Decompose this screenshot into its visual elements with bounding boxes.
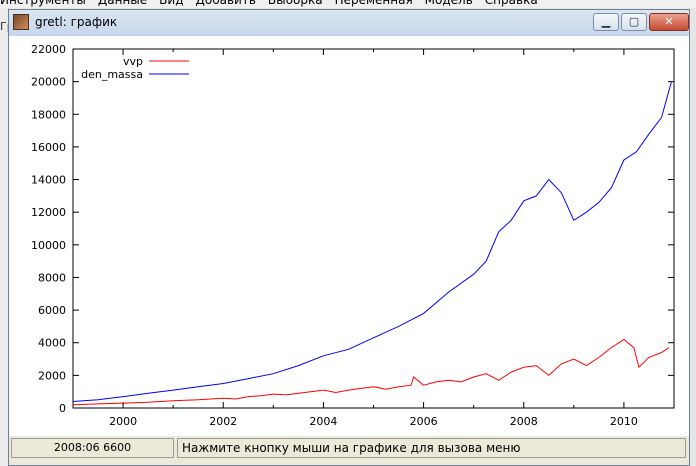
series-line-vvp[interactable] <box>72 338 670 406</box>
x-tick-label: 2008 <box>510 415 538 428</box>
maximize-icon: ▢ <box>628 15 640 28</box>
parent-menu-item[interactable]: Модель <box>424 0 473 7</box>
gretl-icon <box>13 14 29 30</box>
parent-menu-item[interactable]: Инструменты <box>0 0 86 7</box>
y-tick-label: 6000 <box>38 304 66 317</box>
x-tick-label: 2000 <box>109 415 137 428</box>
maximize-button[interactable]: ▢ <box>621 13 647 31</box>
x-tick-label: 2006 <box>410 415 438 428</box>
parent-menu-item[interactable]: Справка <box>484 0 538 7</box>
close-icon: ✕ <box>664 15 674 28</box>
minimize-button[interactable]: ▁ <box>593 13 619 31</box>
parent-window-edge-right <box>690 8 696 466</box>
y-tick-label: 0 <box>59 402 66 415</box>
y-tick-label: 22000 <box>31 43 66 56</box>
y-tick-label: 14000 <box>31 174 66 187</box>
status-hint: Нажмите кнопку мыши на графике для вызов… <box>177 438 686 458</box>
y-tick-label: 18000 <box>31 108 66 121</box>
statusbar: 2008:06 6600 Нажмите кнопку мыши на граф… <box>9 436 689 465</box>
close-button[interactable]: ✕ <box>649 13 689 31</box>
parent-menubar: Инструменты Данные Вид Добавить Выборка Перем… <box>0 0 696 8</box>
y-tick-label: 2000 <box>38 369 66 382</box>
cursor-coordinates: 2008:06 6600 <box>11 438 174 458</box>
parent-menu-item[interactable]: Переменная <box>334 0 413 7</box>
y-tick-label: 4000 <box>38 337 66 350</box>
parent-menu-item[interactable]: Добавить <box>195 0 256 7</box>
y-tick-label: 20000 <box>31 76 66 89</box>
y-tick-label: 16000 <box>31 141 66 154</box>
y-tick-label: 10000 <box>31 239 66 252</box>
minimize-icon: ▁ <box>601 15 611 28</box>
series-line-den_massa[interactable] <box>72 81 672 402</box>
parent-menu-item[interactable]: Вид <box>159 0 184 7</box>
parent-menu-item[interactable]: Данные <box>97 0 148 7</box>
titlebar[interactable]: gretl: график ▁ ▢ ✕ <box>9 10 689 36</box>
plot-canvas[interactable]: 0 2000 4000 6000 8000 10000 12000 14000 16000 180… <box>9 36 689 436</box>
legend-label-vvp: vvp <box>123 55 143 68</box>
x-tick-label: 2010 <box>610 415 638 428</box>
plot-window: gretl: график ▁ ▢ ✕ 0 2000 4000 6000 8000 100… <box>8 9 690 466</box>
y-tick-label: 12000 <box>31 206 66 219</box>
line-chart[interactable]: 0 2000 4000 6000 8000 10000 12000 14000 16000 180… <box>9 36 689 436</box>
legend-label-den_massa: den_massa <box>81 68 143 81</box>
x-tick-label: 2002 <box>209 415 237 428</box>
y-tick-label: 8000 <box>38 271 66 284</box>
window-title: gretl: график <box>35 15 118 29</box>
x-tick-label: 2004 <box>309 415 337 428</box>
parent-menu-item[interactable]: Выборка <box>267 0 323 7</box>
plot-frame <box>72 48 675 409</box>
